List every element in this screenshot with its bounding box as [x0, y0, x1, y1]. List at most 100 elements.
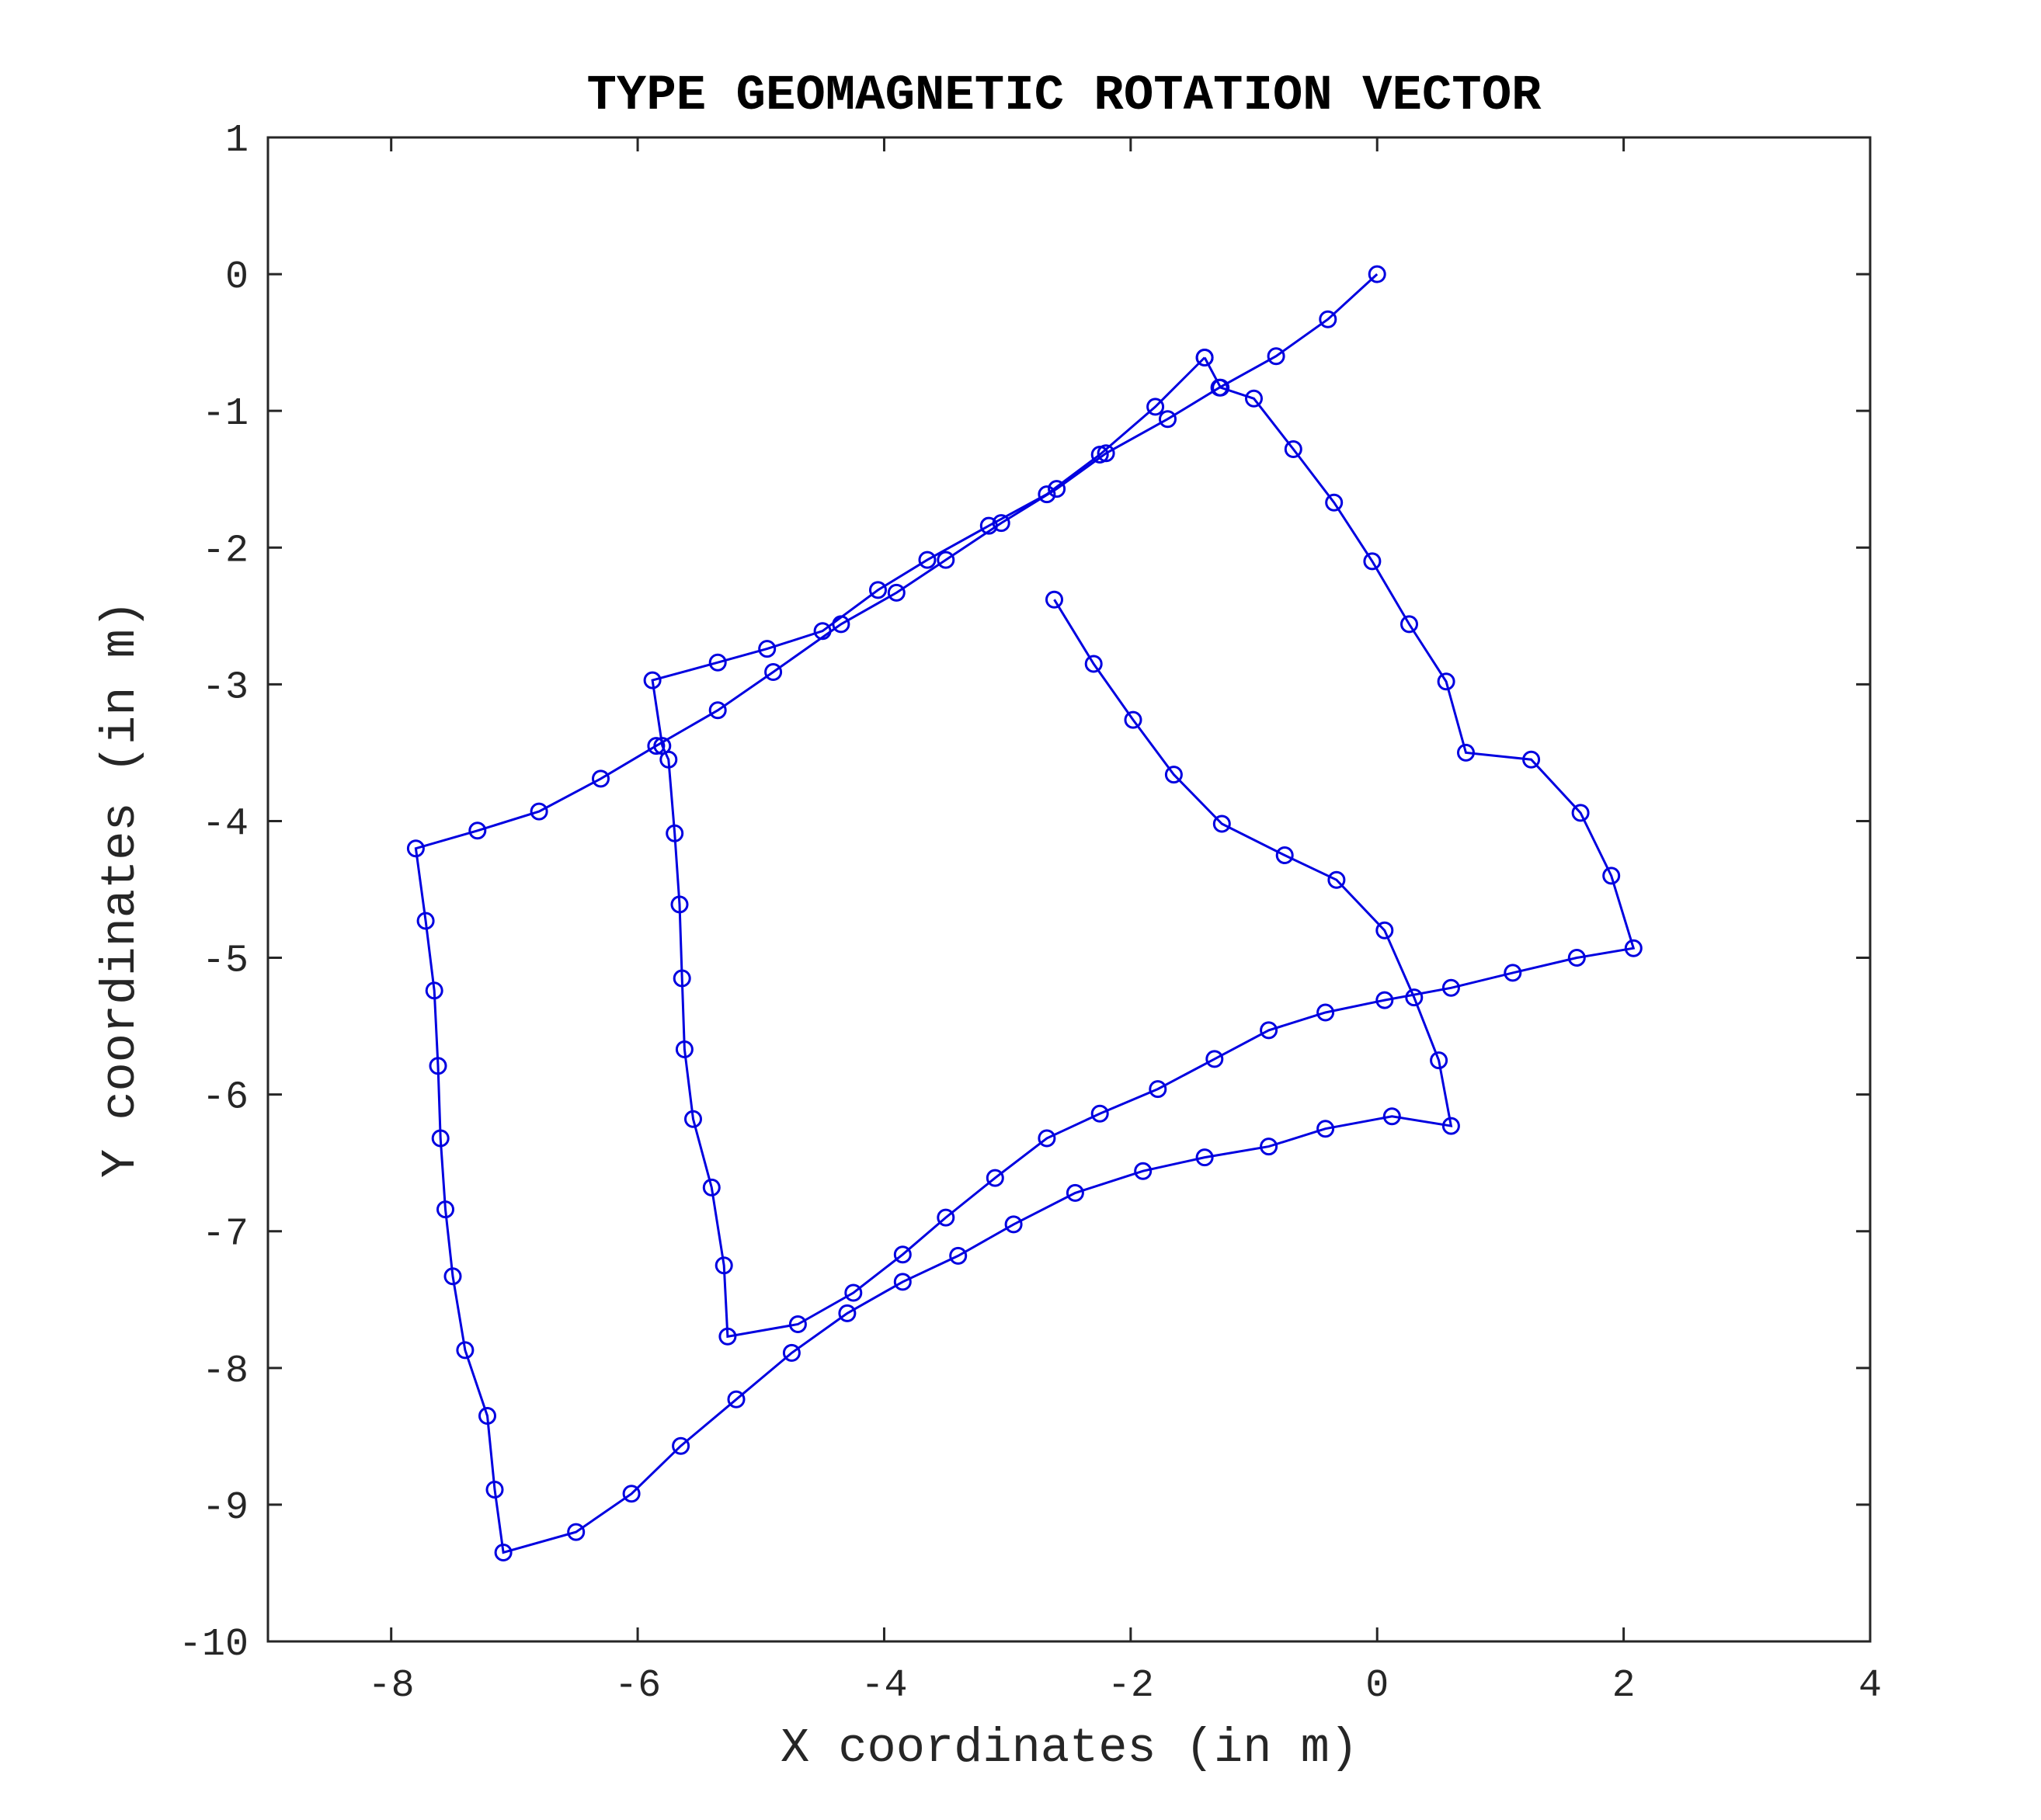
- plot-layer: [406, 265, 1643, 1561]
- y-tick-label: -8: [202, 1349, 249, 1394]
- data-point: [643, 671, 662, 689]
- data-point: [986, 1169, 1004, 1187]
- y-axis-label: Y coordinates (in m): [93, 600, 148, 1178]
- y-tick-label: -7: [202, 1213, 249, 1257]
- y-tick-label: -1: [202, 392, 249, 436]
- data-point: [530, 802, 548, 821]
- data-point: [869, 581, 887, 599]
- data-point: [456, 1341, 475, 1360]
- data-point: [1319, 310, 1337, 328]
- data-point: [1441, 1117, 1460, 1135]
- data-point: [429, 1057, 447, 1075]
- data-point: [1405, 988, 1424, 1007]
- data-point: [494, 1544, 513, 1561]
- data-point: [1146, 398, 1165, 416]
- plot-frame: [266, 136, 1872, 1643]
- data-point: [718, 1327, 737, 1346]
- data-point: [416, 912, 435, 930]
- data-point: [478, 1407, 496, 1425]
- data-point: [647, 737, 666, 755]
- data-point: [1045, 590, 1063, 609]
- data-point: [1375, 921, 1394, 940]
- y-tick-label: -9: [202, 1486, 249, 1530]
- data-point: [592, 769, 610, 788]
- series-line: [414, 273, 1453, 1554]
- chart-title: TYPE GEOMAGNETIC ROTATION VECTOR: [587, 68, 1542, 124]
- data-point: [672, 1436, 690, 1455]
- data-point: [431, 1129, 450, 1148]
- data-point: [1267, 347, 1285, 366]
- data-point: [1275, 846, 1294, 864]
- data-point: [1375, 991, 1394, 1009]
- data-point: [937, 1208, 955, 1227]
- data-point: [844, 1283, 863, 1302]
- data-point: [567, 1523, 586, 1541]
- data-point: [1571, 804, 1590, 822]
- data-point: [1164, 766, 1183, 784]
- x-tick-label: 4: [1858, 1664, 1882, 1708]
- data-point: [758, 640, 777, 658]
- data-point: [979, 516, 998, 535]
- data-point: [1048, 480, 1066, 498]
- data-point: [1212, 378, 1230, 397]
- data-point: [425, 981, 443, 1000]
- data-point: [1212, 814, 1231, 833]
- data-point: [708, 653, 727, 672]
- data-point: [670, 895, 689, 914]
- data-point: [702, 1178, 721, 1197]
- data-point: [1504, 964, 1522, 982]
- data-point: [485, 1481, 504, 1499]
- data-point: [1522, 750, 1541, 769]
- x-tick-label: 2: [1612, 1664, 1636, 1708]
- data-point: [436, 1200, 454, 1219]
- data-point: [1159, 410, 1177, 429]
- data-point: [1327, 870, 1346, 889]
- x-axis: -8 -6 -4 -2 0 2 4: [368, 137, 1882, 1708]
- data-point: [1066, 1183, 1084, 1202]
- data-point: [788, 1315, 807, 1333]
- data-point: [708, 701, 727, 720]
- data-point: [1038, 485, 1056, 504]
- data-point: [1084, 655, 1103, 673]
- data-point: [782, 1343, 801, 1362]
- data-point: [1260, 1138, 1278, 1156]
- data-point: [1090, 446, 1109, 464]
- data-point: [893, 1245, 912, 1264]
- data-point: [673, 969, 691, 988]
- data-point: [1124, 710, 1142, 729]
- data-point: [1245, 389, 1263, 408]
- data-point: [622, 1485, 641, 1503]
- data-point: [1090, 1104, 1109, 1123]
- data-point: [684, 1110, 702, 1128]
- data-point: [1368, 265, 1386, 283]
- x-tick-label: -6: [614, 1664, 661, 1708]
- data-point: [1437, 672, 1455, 691]
- data-point: [893, 1273, 912, 1291]
- data-point: [1624, 939, 1643, 957]
- x-tick-label: -2: [1107, 1664, 1154, 1708]
- data-point: [1441, 978, 1460, 997]
- data-point: [659, 750, 678, 769]
- y-tick-label: 1: [225, 119, 249, 163]
- data-point: [1195, 1148, 1214, 1167]
- y-tick-label: -5: [202, 940, 249, 984]
- y-axis: 1 0 -1 -2 -3 -4 -5 -6 -7 -8 -9 -10: [179, 119, 1870, 1667]
- data-point: [1382, 1107, 1401, 1126]
- data-point: [887, 583, 906, 602]
- data-point: [727, 1390, 746, 1408]
- data-point: [406, 839, 425, 858]
- data-point: [1316, 1120, 1335, 1138]
- data-point: [937, 551, 955, 569]
- data-point: [1038, 1129, 1056, 1148]
- y-tick-label: -2: [202, 529, 249, 573]
- data-point: [764, 663, 783, 681]
- data-point: [813, 622, 832, 641]
- data-point: [1134, 1162, 1153, 1180]
- data-point: [443, 1267, 462, 1286]
- data-point: [1149, 1080, 1167, 1099]
- x-axis-label: X coordinates (in m): [781, 1721, 1358, 1776]
- data-point: [949, 1246, 968, 1265]
- data-point: [1195, 349, 1214, 366]
- data-point: [1284, 440, 1302, 458]
